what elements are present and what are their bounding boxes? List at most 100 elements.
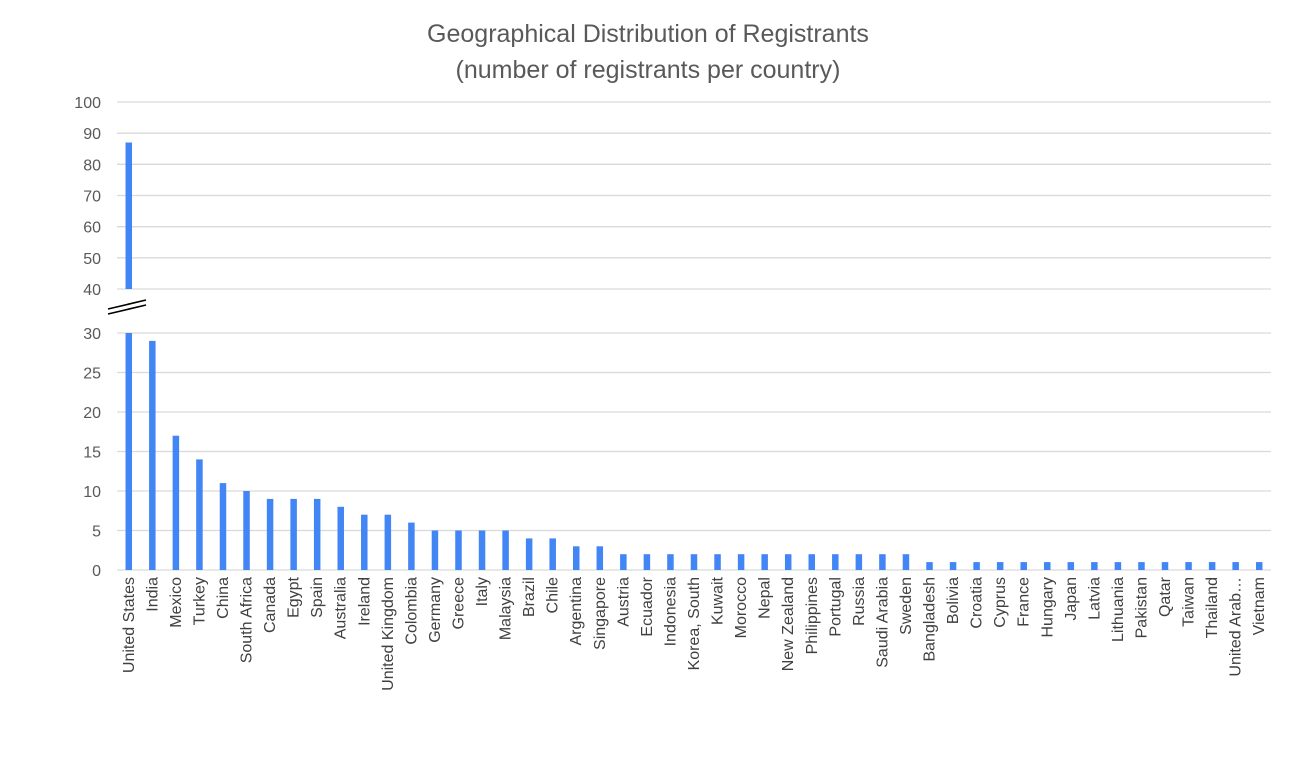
bar bbox=[1044, 562, 1051, 570]
bar bbox=[266, 498, 274, 570]
bar bbox=[926, 562, 933, 570]
bar bbox=[1067, 562, 1075, 570]
bar bbox=[1185, 562, 1192, 570]
y-tick-label: 15 bbox=[83, 445, 101, 462]
y-tick-label: 0 bbox=[92, 563, 101, 580]
bar bbox=[455, 530, 462, 570]
bar bbox=[408, 522, 415, 570]
bar bbox=[1208, 562, 1216, 570]
x-category-label: Lithuania bbox=[1110, 577, 1127, 642]
x-category-label: Germany bbox=[427, 577, 444, 643]
x-category-label: Italy bbox=[474, 577, 491, 606]
bar bbox=[737, 554, 745, 570]
x-category-label: United Kingdom bbox=[380, 577, 397, 691]
x-category-label: New Zealand bbox=[780, 577, 797, 671]
x-category-label: Thailand bbox=[1204, 577, 1221, 638]
x-category-label: Croatia bbox=[969, 577, 986, 629]
y-tick-label: 50 bbox=[83, 251, 101, 268]
x-category-label: Austria bbox=[615, 577, 632, 627]
x-category-label: Kuwait bbox=[710, 576, 727, 625]
x-category-label: Pakistan bbox=[1133, 577, 1150, 638]
x-category-label: Indonesia bbox=[662, 577, 679, 646]
x-category-label: Turkey bbox=[191, 577, 208, 625]
x-category-label: Morocco bbox=[733, 577, 750, 638]
bar bbox=[149, 340, 156, 570]
x-category-label: Spain bbox=[309, 577, 326, 618]
y-tick-label: 40 bbox=[83, 282, 101, 299]
bar bbox=[196, 459, 203, 570]
x-category-label: United States bbox=[121, 577, 138, 673]
x-category-label: Vietnam bbox=[1251, 577, 1268, 635]
x-category-label: Saudi Arabia bbox=[874, 577, 891, 668]
bar bbox=[832, 554, 839, 570]
bar bbox=[502, 530, 509, 570]
x-category-label: Qatar bbox=[1157, 576, 1174, 617]
x-axis-category-labels: United States India Mexico Turkey China South… bbox=[121, 576, 1268, 691]
bar bbox=[525, 538, 533, 570]
x-category-label: Egypt bbox=[286, 576, 303, 617]
bar bbox=[384, 514, 392, 570]
bar bbox=[1020, 562, 1027, 570]
bar bbox=[243, 491, 250, 570]
y-tick-label: 90 bbox=[83, 126, 101, 143]
x-category-label: Japan bbox=[1063, 577, 1080, 621]
x-category-label: Argentina bbox=[568, 577, 585, 646]
bar bbox=[973, 562, 980, 570]
x-category-label: Portugal bbox=[827, 577, 844, 637]
y-axis-tick-labels: 40 50 60 70 80 90 100 0 5 10 15 20 25 30 bbox=[74, 95, 101, 580]
bar bbox=[784, 554, 792, 570]
bar bbox=[1255, 562, 1263, 570]
bar bbox=[125, 333, 133, 570]
bar bbox=[808, 554, 816, 570]
x-category-label: Chile bbox=[545, 577, 562, 614]
x-category-label: China bbox=[215, 577, 232, 619]
bar bbox=[667, 554, 674, 570]
y-tick-label: 25 bbox=[83, 366, 101, 383]
lower-panel-gridlines bbox=[117, 332, 1271, 571]
x-category-label: Nepal bbox=[757, 577, 774, 619]
bar bbox=[690, 554, 698, 570]
y-tick-label: 100 bbox=[74, 95, 101, 112]
x-category-label: Russia bbox=[851, 577, 868, 626]
bar bbox=[1091, 562, 1098, 570]
bar bbox=[1138, 562, 1145, 570]
bar bbox=[1161, 562, 1169, 570]
bar bbox=[337, 506, 344, 570]
bar bbox=[996, 562, 1004, 570]
bar-upper-segment bbox=[125, 142, 133, 289]
bar bbox=[549, 538, 556, 570]
x-category-label: India bbox=[144, 577, 161, 612]
x-category-label: Latvia bbox=[1086, 577, 1103, 620]
x-category-label: Bangladesh bbox=[922, 577, 939, 662]
y-tick-label: 60 bbox=[83, 220, 101, 237]
bar bbox=[1232, 562, 1239, 570]
x-category-label: Greece bbox=[450, 577, 467, 630]
x-category-label: Canada bbox=[262, 577, 279, 633]
bar bbox=[219, 483, 227, 570]
x-category-label: Taiwan bbox=[1181, 577, 1198, 627]
bar bbox=[572, 546, 580, 570]
x-category-label: Australia bbox=[333, 577, 350, 639]
x-category-label: Singapore bbox=[592, 577, 609, 650]
x-category-label: South Africa bbox=[239, 577, 256, 663]
bar bbox=[902, 554, 910, 570]
bar bbox=[361, 514, 368, 570]
x-category-label: Brazil bbox=[521, 577, 538, 617]
bar bbox=[172, 435, 180, 570]
bar bbox=[596, 546, 604, 570]
upper-panel-gridlines bbox=[117, 101, 1271, 290]
bar bbox=[1114, 562, 1122, 570]
x-category-label: Hungary bbox=[1039, 577, 1056, 637]
y-tick-label: 5 bbox=[92, 524, 101, 541]
bar bbox=[879, 554, 886, 570]
x-category-label: Mexico bbox=[168, 577, 185, 628]
bar bbox=[431, 530, 439, 570]
bar bbox=[949, 562, 957, 570]
y-tick-label: 10 bbox=[83, 484, 101, 501]
axis-break-marker bbox=[107, 297, 147, 315]
chart-subtitle: (number of registrants per country) bbox=[456, 56, 841, 84]
chart-title: Geographical Distribution of Registrants bbox=[427, 20, 869, 48]
bar bbox=[761, 554, 768, 570]
x-category-label: United Arab… bbox=[1228, 577, 1245, 677]
